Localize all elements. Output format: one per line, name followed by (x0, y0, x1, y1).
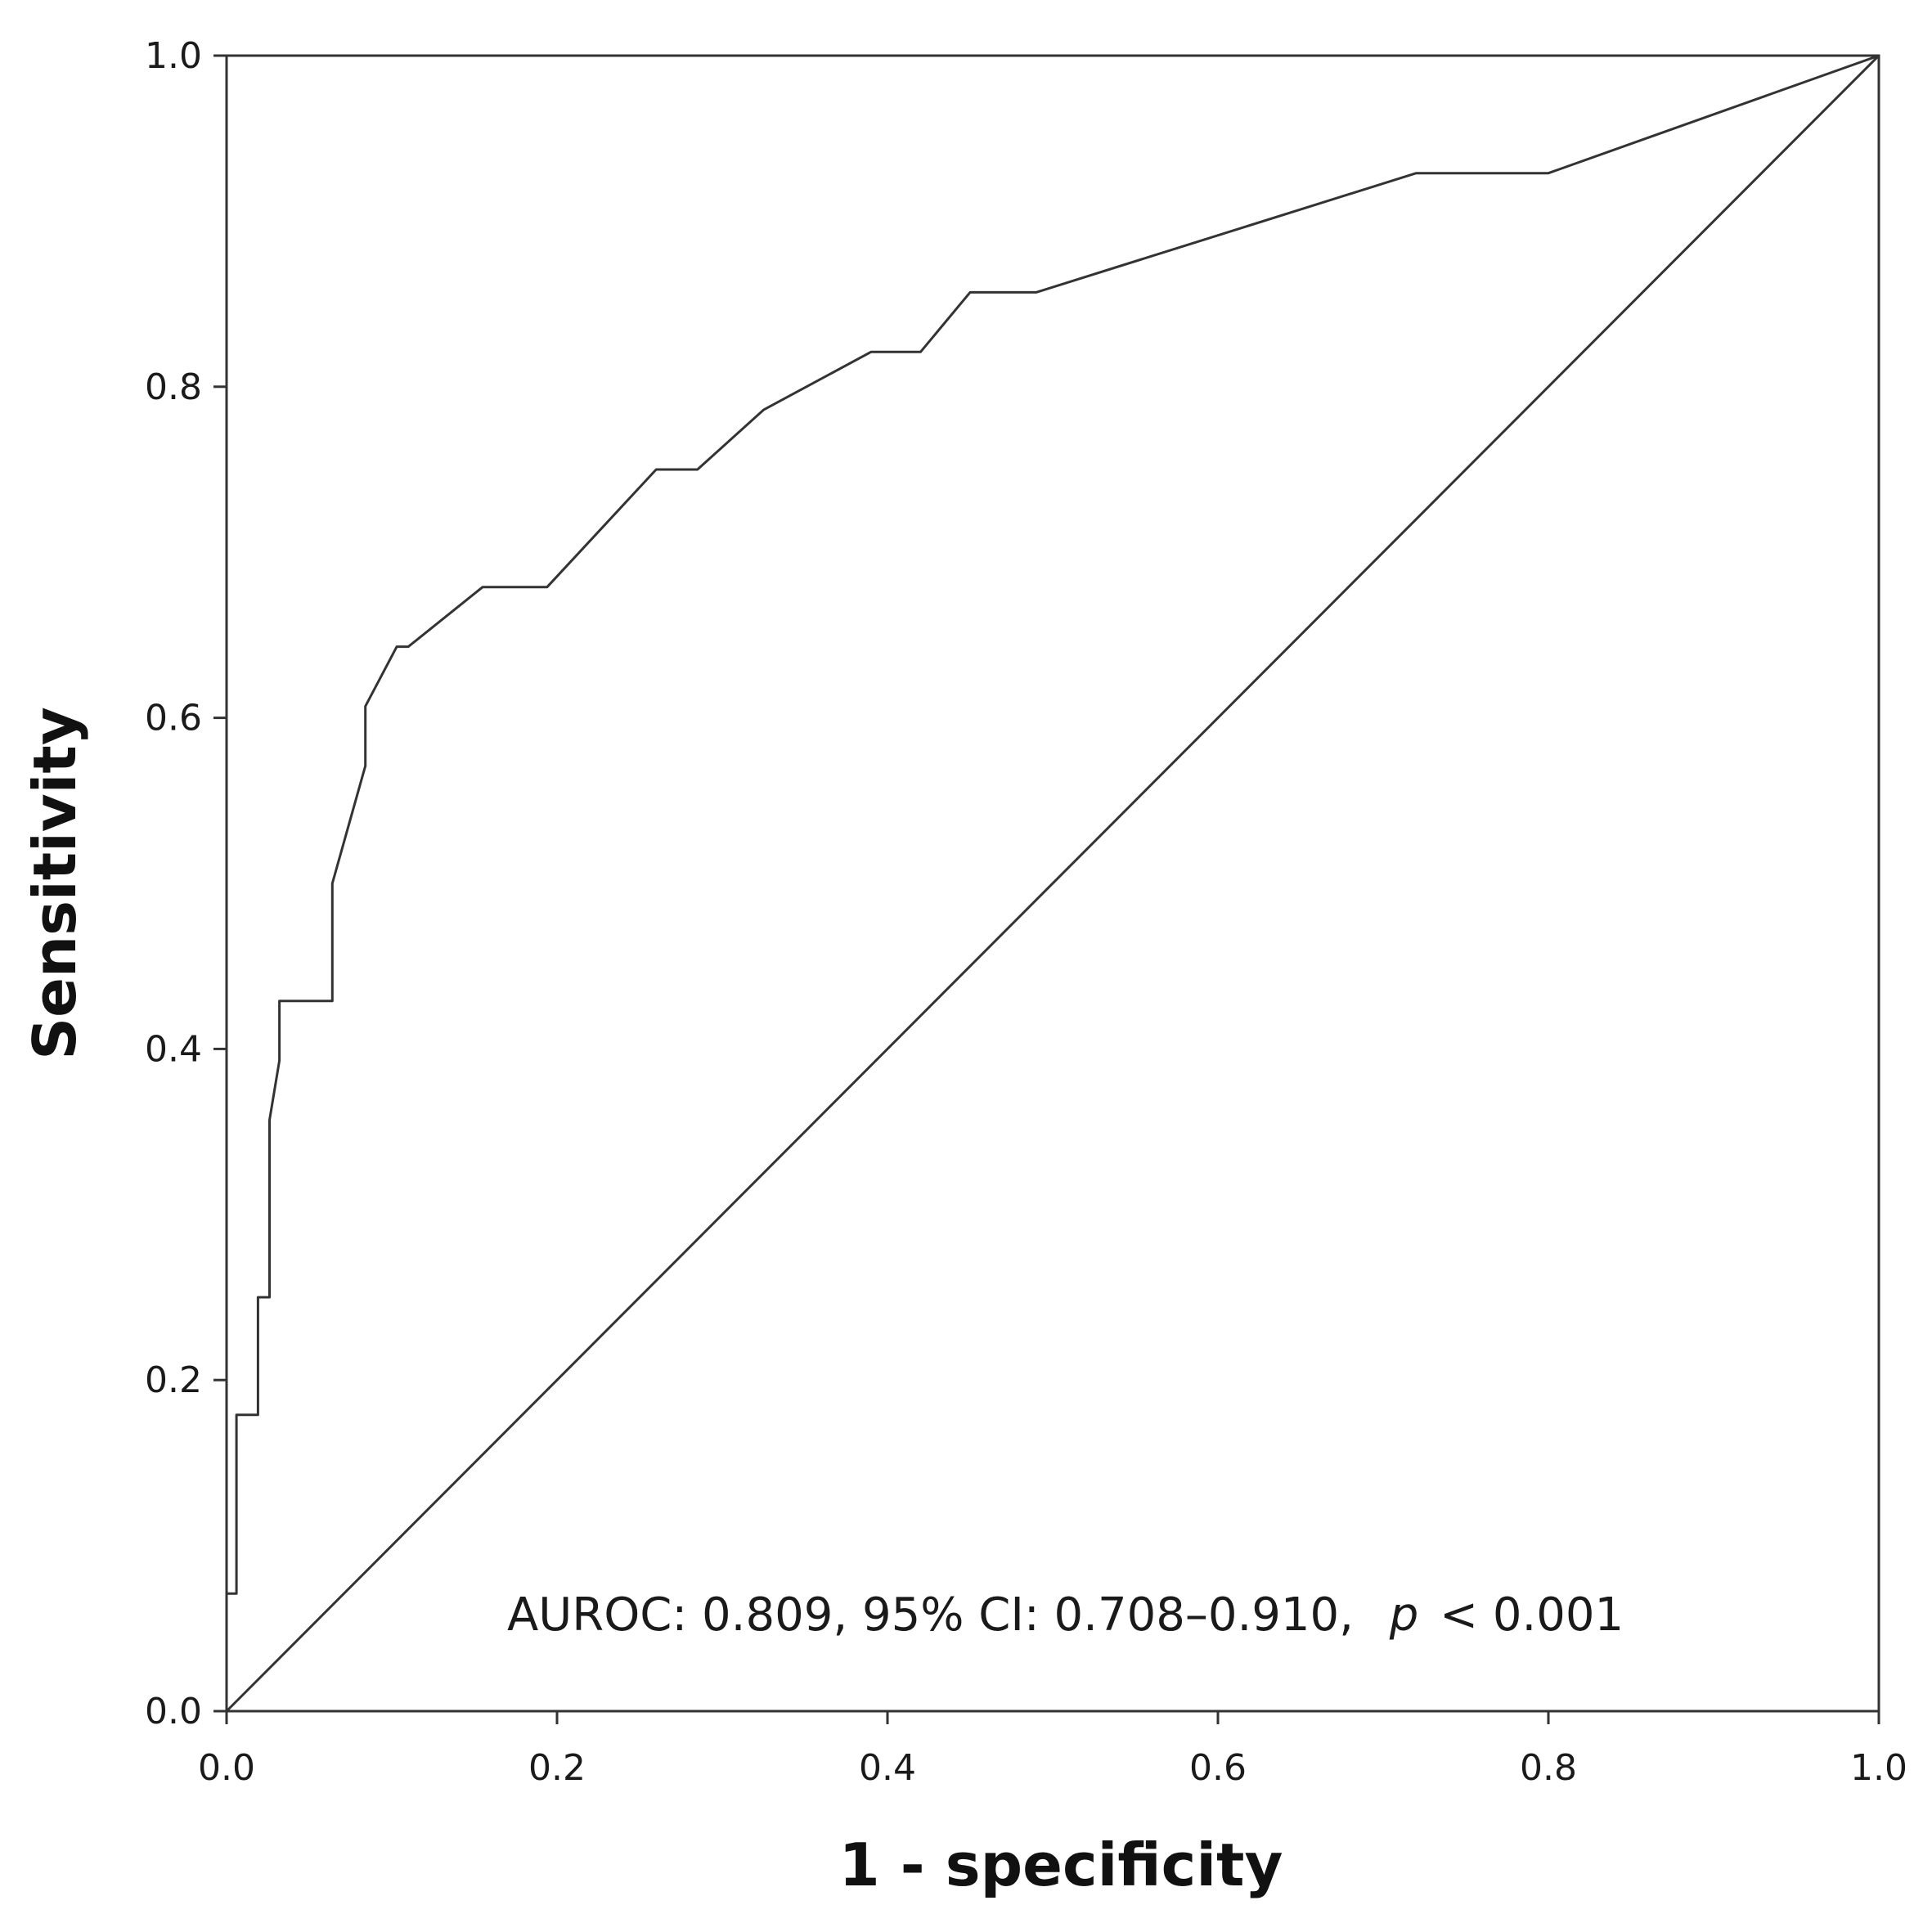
y-axis-title: Sensitivity (20, 707, 89, 1060)
y-tick-label: 0.0 (145, 1691, 202, 1732)
x-axis-title: 1 - specificity (839, 1831, 1283, 1899)
x-tick-label: 0.4 (859, 1747, 916, 1789)
y-tick-label: 0.6 (145, 698, 202, 739)
x-tick-label: 0.0 (198, 1747, 255, 1789)
annotation-stats: AUROC: 0.809, 95% CI: 0.708–0.910, (507, 1588, 1354, 1642)
annotation-p-value: < 0.001 (1440, 1588, 1624, 1642)
x-tick-label: 0.2 (528, 1747, 586, 1789)
x-tick-label: 1.0 (1850, 1747, 1907, 1789)
x-tick-label: 0.8 (1520, 1747, 1577, 1789)
plot-frame (225, 54, 1880, 1713)
y-tick-label: 0.8 (145, 366, 202, 408)
x-tick-label: 0.6 (1189, 1747, 1247, 1789)
y-tick-label: 0.2 (145, 1359, 202, 1401)
y-tick-label: 1.0 (145, 35, 202, 77)
roc-curve-line (225, 54, 1880, 1711)
reference-diagonal-line (225, 54, 1880, 1713)
annotation-p-symbol: p (1389, 1588, 1419, 1642)
auroc-annotation: AUROC: 0.809, 95% CI: 0.708–0.910, p < 0… (507, 1588, 1624, 1642)
y-tick-label: 0.4 (145, 1028, 202, 1070)
